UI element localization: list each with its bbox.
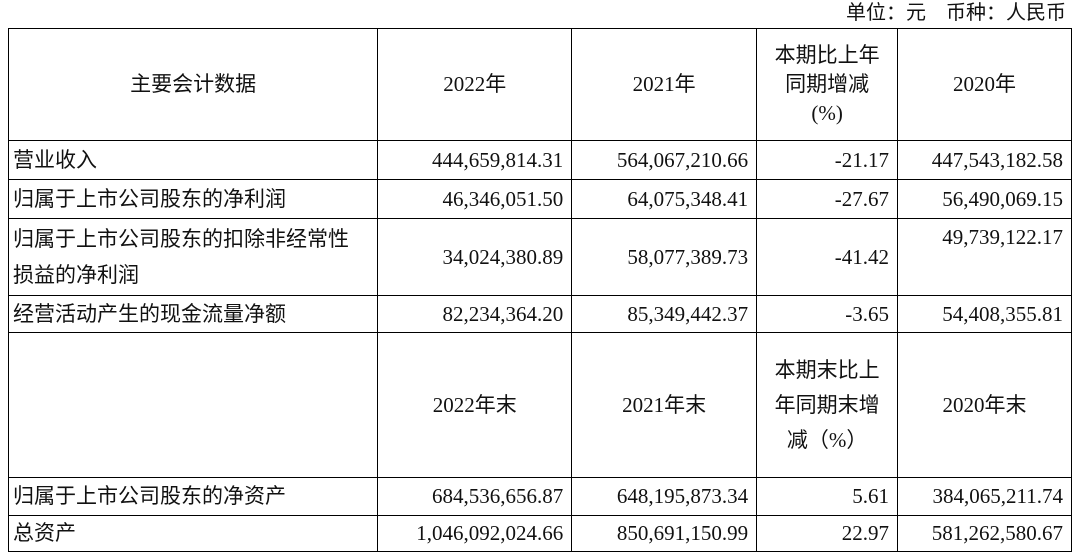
cell-value: -21.17 — [756, 140, 899, 180]
cell-value: 58,077,389.73 — [571, 218, 758, 296]
cell-value: -41.42 — [756, 218, 899, 296]
table-row: 营业收入 444,659,814.31 564,067,210.66 -21.1… — [7, 140, 1072, 180]
cell-value: 54,408,355.81 — [897, 295, 1072, 333]
cell-value: -27.67 — [756, 179, 899, 219]
header-cell: 2020年 — [897, 28, 1072, 141]
cell-value: 85,349,442.37 — [571, 295, 758, 333]
row-label: 营业收入 — [7, 140, 379, 180]
table-header-row: 2022年末 2021年末 本期末比上年同期末增减（%） 2020年末 — [7, 332, 1072, 478]
cell-value: 56,490,069.15 — [897, 179, 1072, 219]
header-cell: 2022年 — [377, 28, 573, 141]
row-label: 归属于上市公司股东的净利润 — [7, 179, 379, 219]
key-accounting-data-table: 主要会计数据 2022年 2021年 本期比上年同期增减(%) 2020年 营业… — [7, 28, 1072, 552]
cell-value: 850,691,150.99 — [571, 515, 758, 552]
table-row: 总资产 1,046,092,024.66 850,691,150.99 22.9… — [7, 515, 1072, 552]
cell-value: 447,543,182.58 — [897, 140, 1072, 180]
cell-value: 22.97 — [756, 515, 899, 552]
cell-value: 49,739,122.17 — [897, 218, 1072, 296]
header-cell: 主要会计数据 — [7, 28, 379, 141]
table-row: 归属于上市公司股东的净利润 46,346,051.50 64,075,348.4… — [7, 179, 1072, 219]
cell-value: 648,195,873.34 — [571, 477, 758, 516]
cell-value: 34,024,380.89 — [377, 218, 573, 296]
table-row: 归属于上市公司股东的净资产 684,536,656.87 648,195,873… — [7, 477, 1072, 516]
cell-value: 64,075,348.41 — [571, 179, 758, 219]
cell-value: 564,067,210.66 — [571, 140, 758, 180]
unit-currency-note: 单位：元 币种：人民币 — [846, 2, 1066, 24]
table-row: 归属于上市公司股东的扣除非经常性损益的净利润 34,024,380.89 58,… — [7, 218, 1072, 296]
header-cell: 本期末比上年同期末增减（%） — [756, 332, 899, 478]
table-header-row: 主要会计数据 2022年 2021年 本期比上年同期增减(%) 2020年 — [7, 28, 1072, 141]
header-cell: 2022年末 — [377, 332, 573, 478]
row-label: 归属于上市公司股东的扣除非经常性损益的净利润 — [7, 218, 379, 296]
cell-value: 384,065,211.74 — [897, 477, 1072, 516]
cell-value: 444,659,814.31 — [377, 140, 573, 180]
row-label: 归属于上市公司股东的净资产 — [7, 477, 379, 516]
header-cell: 2020年末 — [897, 332, 1072, 478]
cell-value: 581,262,580.67 — [897, 515, 1072, 552]
cell-value: 46,346,051.50 — [377, 179, 573, 219]
table-row: 经营活动产生的现金流量净额 82,234,364.20 85,349,442.3… — [7, 295, 1072, 333]
row-label: 经营活动产生的现金流量净额 — [7, 295, 379, 333]
cell-value: 82,234,364.20 — [377, 295, 573, 333]
cell-value: 5.61 — [756, 477, 899, 516]
header-cell: 2021年末 — [571, 332, 758, 478]
row-label: 总资产 — [7, 515, 379, 552]
cell-value: 1,046,092,024.66 — [377, 515, 573, 552]
header-cell: 本期比上年同期增减(%) — [756, 28, 899, 141]
cell-value: -3.65 — [756, 295, 899, 333]
header-cell — [7, 332, 379, 478]
header-cell: 2021年 — [571, 28, 758, 141]
cell-value: 684,536,656.87 — [377, 477, 573, 516]
